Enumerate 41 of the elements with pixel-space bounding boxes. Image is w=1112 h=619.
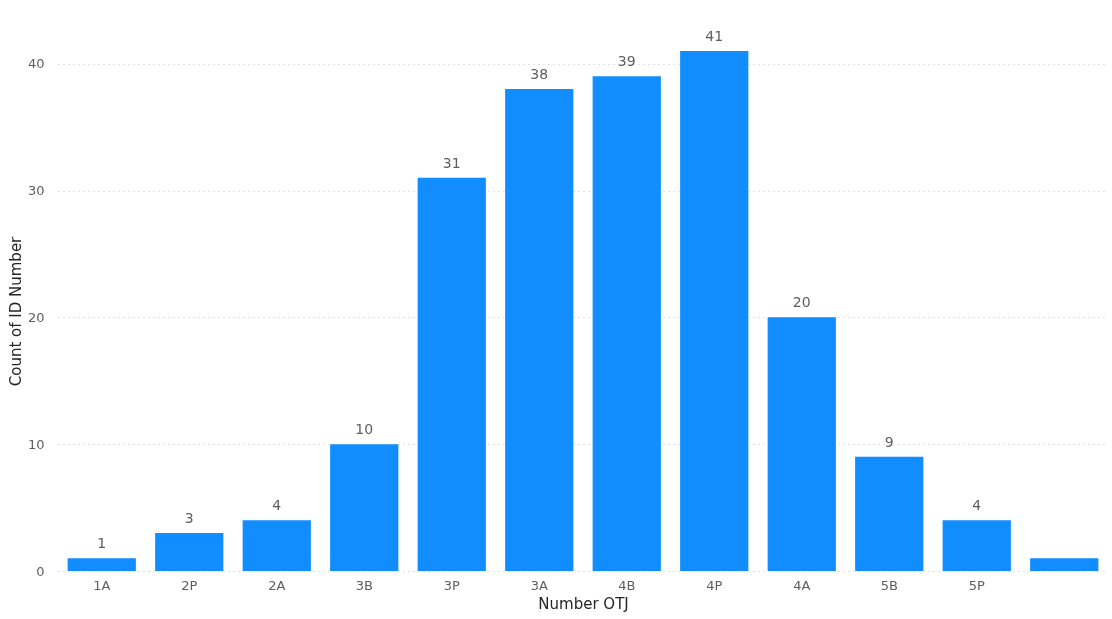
x-tick-label: 2A xyxy=(268,577,286,593)
x-tick-label: 4P xyxy=(706,577,723,593)
y-tick-label: 40 xyxy=(27,56,45,72)
data-label: 4 xyxy=(272,497,282,514)
x-tick-label: 4B xyxy=(618,577,636,593)
bar xyxy=(330,444,399,571)
data-label: 1 xyxy=(97,535,107,552)
y-tick-label: 20 xyxy=(27,309,45,325)
bar xyxy=(942,520,1011,571)
data-label: 39 xyxy=(617,53,636,70)
x-tick-label: 3A xyxy=(530,577,548,593)
data-label: 4 xyxy=(972,497,982,514)
data-label: 10 xyxy=(355,421,374,438)
y-tick-label: 10 xyxy=(27,436,45,452)
bar xyxy=(680,51,749,571)
x-axis-title: Number OTJ xyxy=(538,594,629,613)
data-label: 41 xyxy=(705,28,724,44)
y-axis-title: Count of ID Number xyxy=(6,235,25,387)
bar xyxy=(67,558,136,571)
bar xyxy=(855,456,924,571)
bar xyxy=(155,532,224,571)
y-tick-label: 30 xyxy=(27,183,45,199)
bar xyxy=(505,89,574,571)
bar xyxy=(592,76,661,571)
x-tick-label: 1A xyxy=(93,577,111,593)
x-tick-label: 3P xyxy=(443,577,460,593)
bar xyxy=(417,177,486,571)
x-tick-label: 5P xyxy=(968,577,985,593)
x-tick-label: 5B xyxy=(880,577,898,593)
data-label: 20 xyxy=(792,294,811,311)
bar xyxy=(1030,558,1099,571)
data-label: 3 xyxy=(184,509,194,526)
bar xyxy=(242,520,311,571)
x-tick-label: 4A xyxy=(793,577,811,593)
x-tick-label: 3B xyxy=(355,577,373,593)
data-label: 9 xyxy=(884,433,894,450)
data-label: 38 xyxy=(530,66,549,83)
data-label: 31 xyxy=(442,154,461,171)
y-tick-label: 0 xyxy=(36,563,45,579)
bar xyxy=(767,317,836,571)
x-tick-label: 2P xyxy=(181,577,198,593)
